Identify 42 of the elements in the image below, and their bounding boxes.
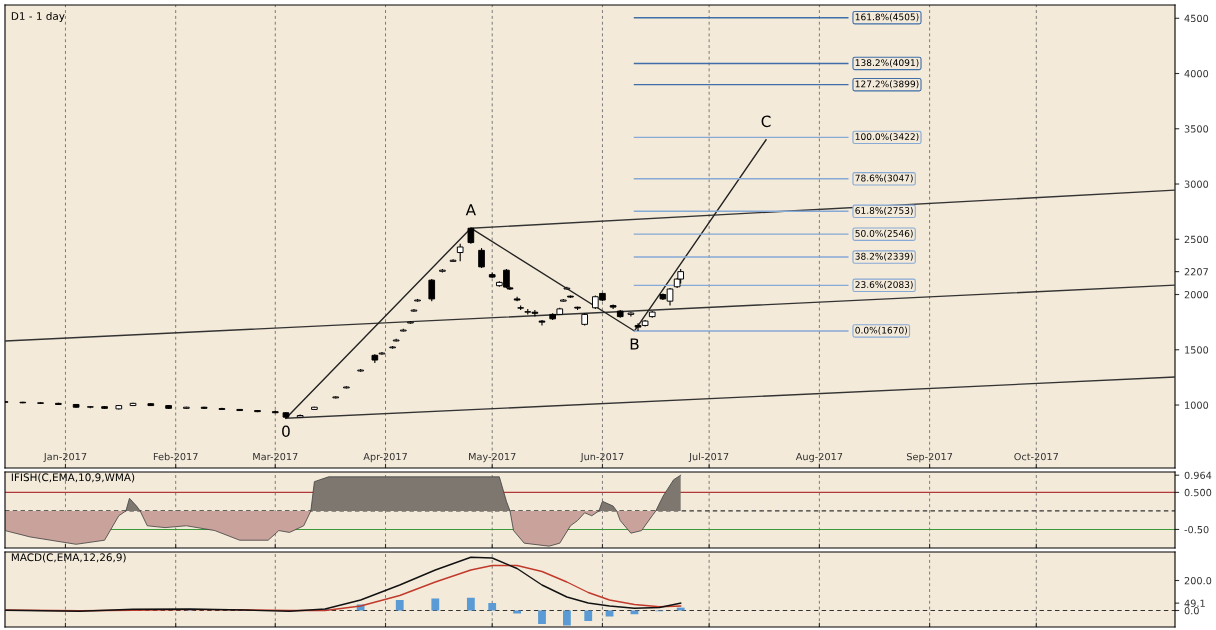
x-tick-label: Mar-2017 <box>253 452 298 461</box>
y-tick-label: 4000 <box>1184 69 1209 78</box>
x-tick-label: Apr-2017 <box>363 452 407 463</box>
annotation: A <box>465 204 476 216</box>
series-label: 138.2%(4091) <box>855 59 919 68</box>
y-tick-label: 1000 <box>1185 401 1209 409</box>
series-label: 23.6%(2083) <box>855 280 913 290</box>
x-tick-label: Jan-2017 <box>43 452 87 463</box>
series-label: 38.2%(2339) <box>855 252 913 261</box>
y-tick-label: 0.0 <box>1184 606 1199 615</box>
y-tick-label: 49.1 <box>1184 599 1205 607</box>
annotation: B <box>630 338 639 350</box>
series-label: 100.0%(3422) <box>855 133 919 142</box>
y-tick-label: 4500 <box>1184 14 1209 23</box>
y-tick-label: 2500 <box>1184 235 1209 244</box>
series-label: 127.2%(3899) <box>855 80 919 89</box>
x-tick-label: Feb-2017 <box>153 452 198 461</box>
y-tick-label: 0.964 <box>1184 471 1212 480</box>
y-tick-label: -0.50 <box>1184 525 1209 534</box>
x-tick-label: Sep-2017 <box>906 452 953 463</box>
x-tick-label: Oct-2017 <box>1014 452 1059 461</box>
y-tick-label: 2000 <box>1184 290 1209 299</box>
y-tick-label: 3500 <box>1184 125 1209 133</box>
series-label: 61.8%(2753) <box>855 206 913 215</box>
annotation: C <box>761 115 771 128</box>
y-tick-label: 200.0 <box>1184 576 1212 585</box>
y-tick-label: 3000 <box>1184 180 1209 188</box>
x-tick-label: Aug-2017 <box>795 452 843 463</box>
series-label: 161.8%(4505) <box>855 13 919 22</box>
series-label: 50.0%(2546) <box>855 229 913 238</box>
chart-title: IFISH(C,EMA,10,9,WMA) <box>11 473 135 483</box>
chart-title: MACD(C,EMA,12,26,9) <box>11 553 126 563</box>
x-tick-label: Jul-2017 <box>688 452 729 463</box>
text: D1 - 1 day <box>11 11 65 23</box>
x-tick-label: May-2017 <box>469 452 516 463</box>
y-tick-label: 1500 <box>1185 346 1209 354</box>
series-label: 0.0%(1670) <box>855 326 907 335</box>
series-label: 78.6%(3047) <box>855 174 913 183</box>
annotation: 0 <box>282 425 290 438</box>
y-tick-label: 2207 <box>1184 268 1208 276</box>
x-tick-label: Jun-2017 <box>580 452 624 463</box>
y-tick-label: 0.500 <box>1184 488 1212 497</box>
